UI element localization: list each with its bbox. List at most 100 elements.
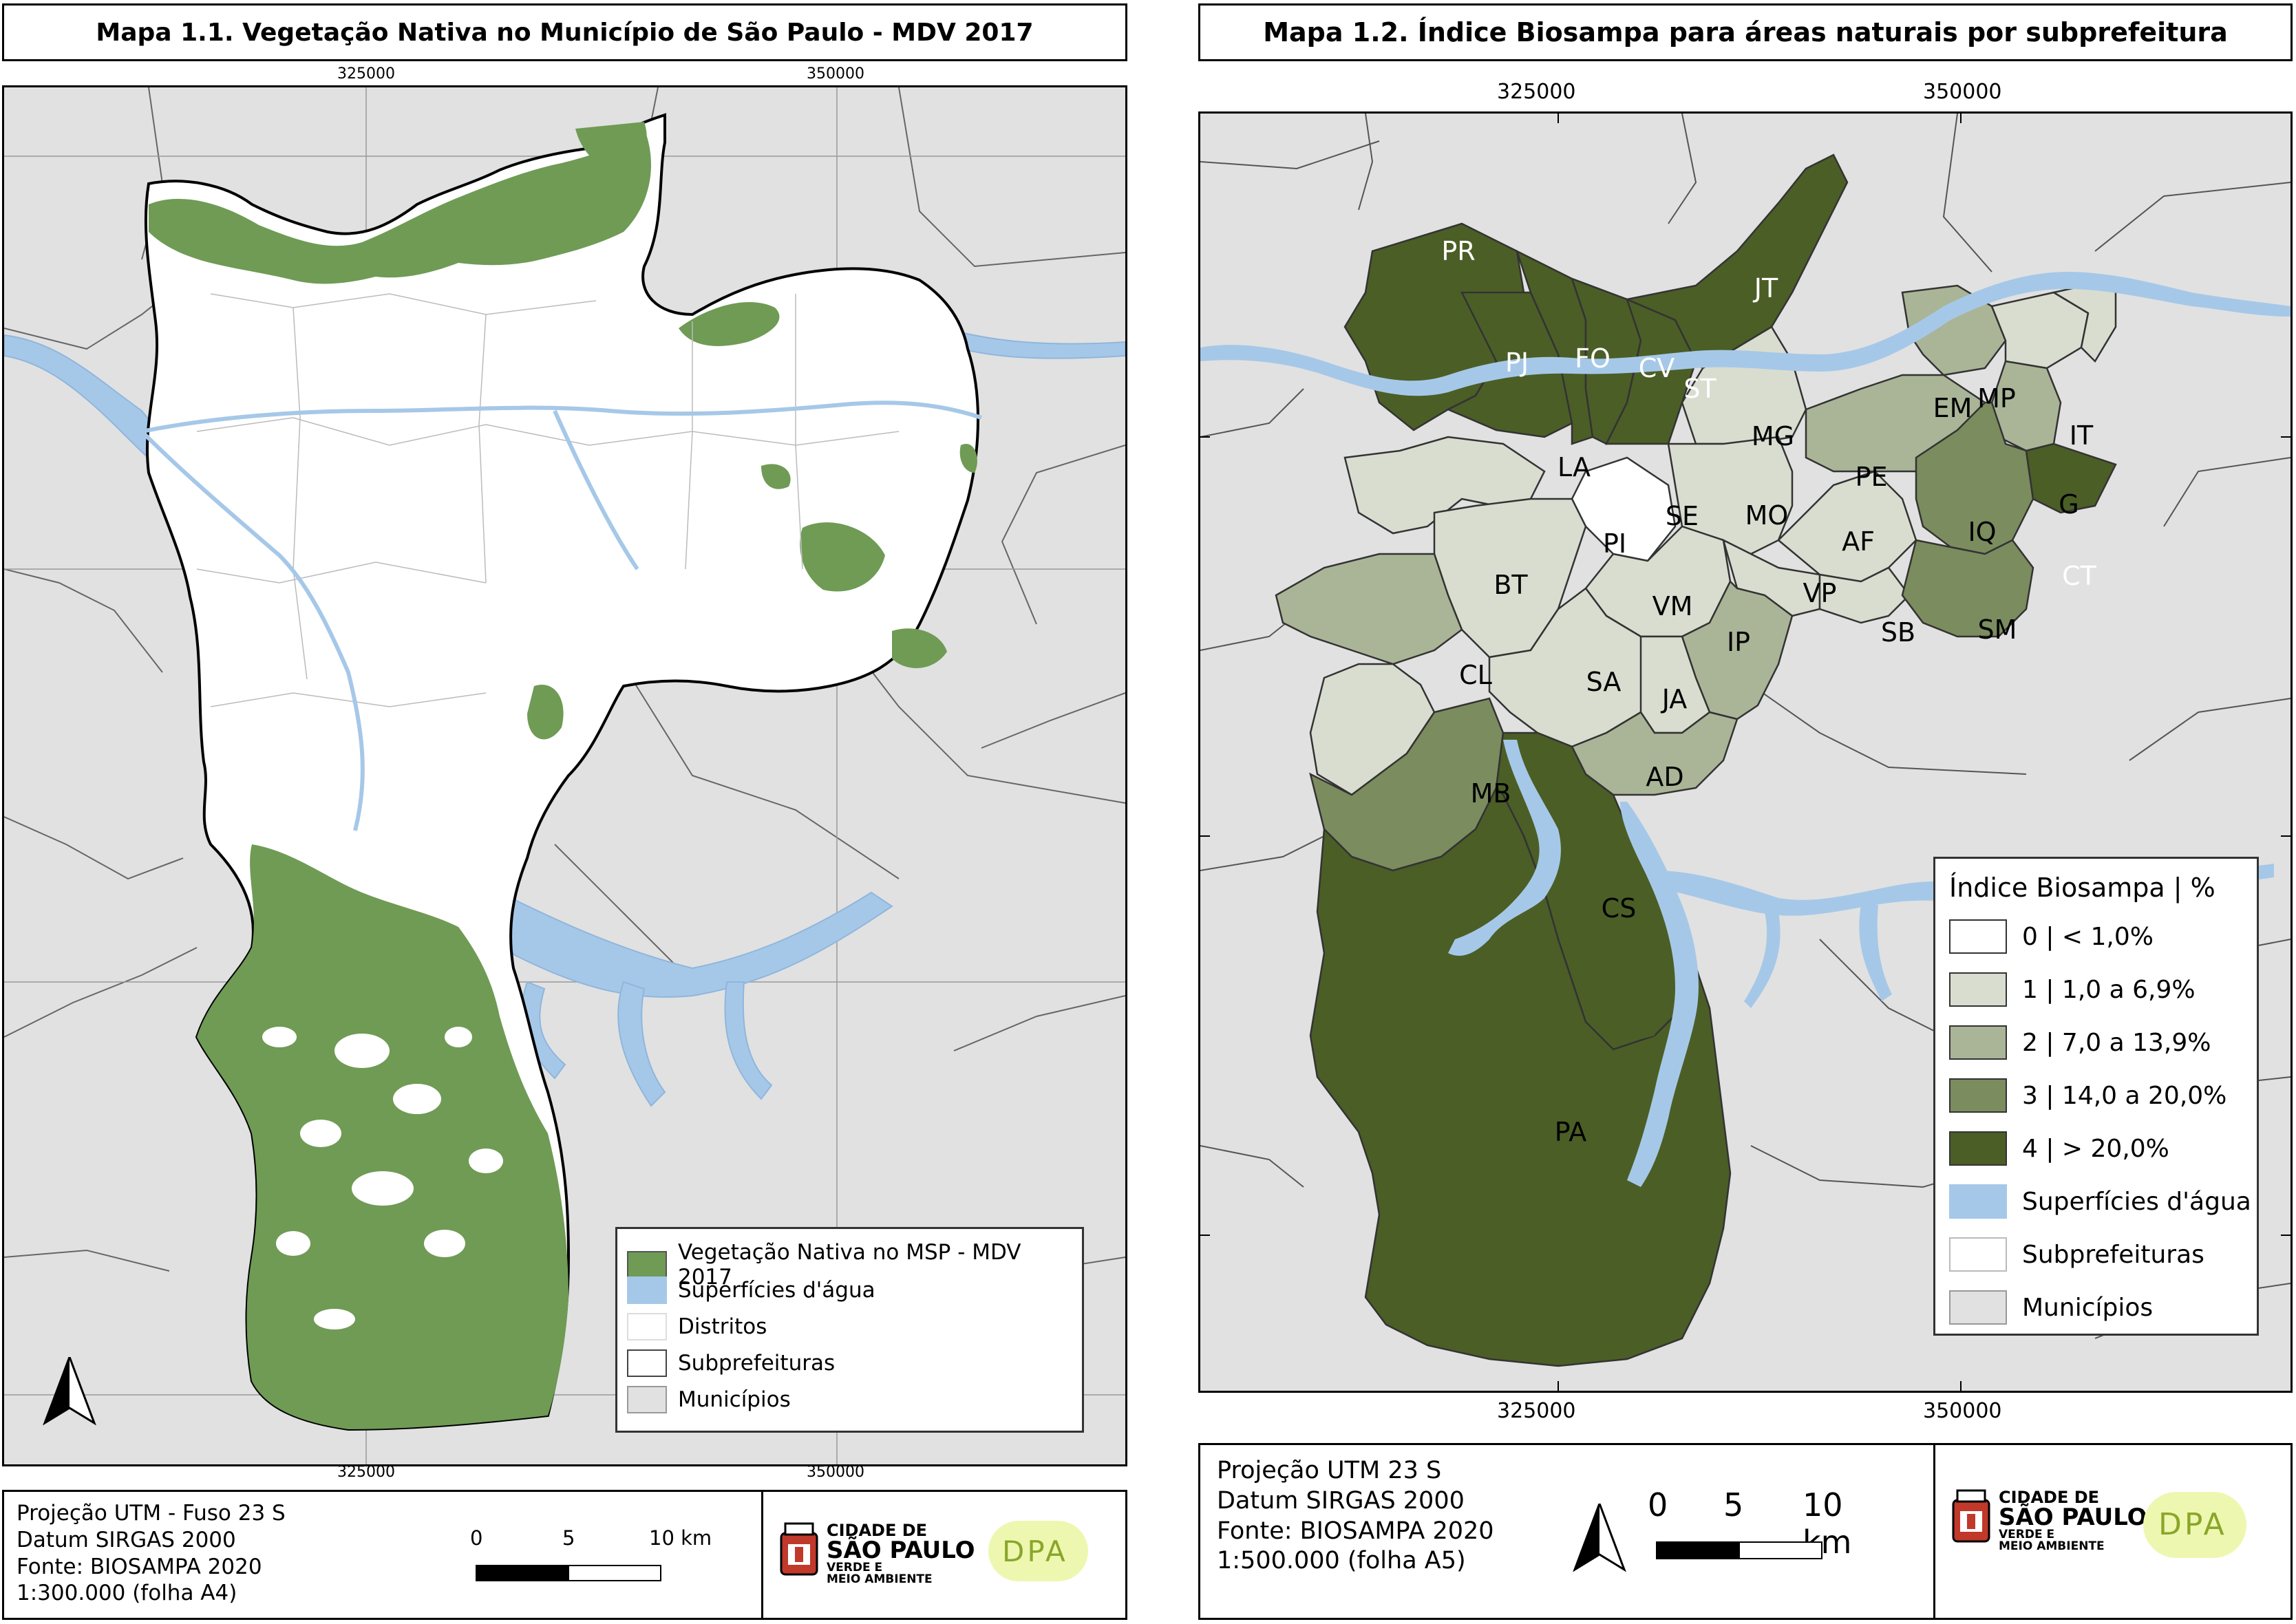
right-logo-line3: VERDE E [1999,1528,2055,1541]
right-subprefeituras-swatch [1949,1237,2007,1272]
sub-label-pe: PE [1855,462,1888,492]
left-scale-5: 5 [562,1526,575,1550]
left-legend-item-districts: Distritos [627,1313,767,1340]
left-logo-line1: CIDADE DE [827,1521,928,1540]
sub-label-cs: CS [1601,893,1637,923]
right-legend-item-municipios: Municípios [1949,1290,2153,1325]
right-logo-line4: MEIO AMBIENTE [1999,1539,2105,1553]
subprefeituras-swatch [627,1349,667,1377]
left-scale-bar: 0 5 10 km [462,1526,723,1581]
sub-label-ct: CT [2062,561,2096,591]
left-sp-logo: CIDADE DE SÃO PAULO VERDE E MEIO AMBIENT… [778,1513,985,1602]
right-legend-label-class2: 2 | 7,0 a 13,9% [2022,1028,2211,1057]
right-legend-item-subprefeituras: Subprefeituras [1949,1237,2204,1272]
sub-label-cl: CL [1459,660,1492,690]
left-projection-info: Projeção UTM - Fuso 23 S Datum SIRGAS 20… [17,1500,286,1607]
right-sp-logo-text: CIDADE DE SÃO PAULO VERDE E MEIO AMBIENT… [1999,1489,2147,1552]
left-map-graphic [4,87,1125,1464]
left-dpa-text: DPA [1002,1535,1068,1568]
left-logo-line4: MEIO AMBIENTE [827,1572,933,1586]
class2-swatch [1949,1025,2007,1060]
class0-swatch [1949,919,2007,954]
right-coord-top-2: 350000 [1923,80,2002,104]
right-legend-title: Índice Biosampa | % [1949,873,2215,903]
sub-label-st: ST [1683,374,1716,404]
left-coord-top-1: 325000 [337,65,395,83]
right-legend-item-class0: 0 | < 1,0% [1949,919,2154,954]
right-legend-label-class3: 3 | 14,0 a 20,0% [2022,1081,2227,1110]
left-legend-item-subprefeituras: Subprefeituras [627,1349,835,1377]
sub-label-sm: SM [1977,615,2017,645]
left-legend-label-vegetation: Vegetação Nativa no MSP - MDV 2017 [677,1240,1021,1290]
vegetation-swatch [627,1251,667,1279]
right-legend-item-class2: 2 | 7,0 a 13,9% [1949,1025,2211,1060]
left-legend-item-vegetation: Vegetação Nativa no MSP - MDV 2017 [627,1240,1082,1290]
right-legend-label-water: Superfícies d'água [2022,1187,2251,1216]
left-coord-top-2: 350000 [807,65,864,83]
right-legend: Índice Biosampa | % 0 | < 1,0% 1 | 1,0 a… [1933,857,2259,1336]
left-scale-10: 10 km [649,1526,712,1550]
sub-label-iq: IQ [1968,517,1997,547]
left-legend-label-subprefeituras: Subprefeituras [678,1351,836,1376]
left-scale-black [476,1565,569,1581]
left-map: Vegetação Nativa no MSP - MDV 2017 Super… [2,85,1127,1466]
right-coord-bottom-2: 350000 [1923,1399,2002,1423]
right-legend-label-class4: 4 | > 20,0% [2022,1134,2169,1163]
left-logo-line3: VERDE E [827,1561,883,1574]
right-legend-label-class1: 1 | 1,0 a 6,9% [2022,975,2196,1004]
left-map-title: Mapa 1.1. Vegetação Nativa no Município … [2,3,1127,61]
right-coord-top-1: 325000 [1497,80,1576,104]
right-water-swatch [1949,1184,2007,1219]
right-logo-line2: SÃO PAULO [1999,1504,2147,1531]
sub-label-pa: PA [1554,1117,1587,1147]
left-coord-bottom-2: 350000 [807,1464,864,1481]
left-legend: Vegetação Nativa no MSP - MDV 2017 Super… [615,1227,1084,1433]
left-logo-divider [761,1492,763,1618]
right-legend-item-class3: 3 | 14,0 a 20,0% [1949,1078,2226,1113]
right-info-box: Projeção UTM 23 S Datum SIRGAS 2000 Font… [1198,1443,2293,1620]
right-coord-bottom-1: 325000 [1497,1399,1576,1423]
left-info-line-3: Fonte: BIOSAMPA 2020 [17,1554,262,1579]
sub-label-ip: IP [1726,627,1751,657]
left-legend-item-water: Superfícies d'água [627,1276,875,1304]
right-scale-white [1739,1541,1822,1559]
sub-label-sb: SB [1880,617,1916,648]
right-info-line-1: Projeção UTM 23 S [1217,1457,1442,1484]
sub-label-mb: MB [1470,778,1511,809]
sub-label-sa: SA [1586,667,1622,697]
sub-label-pj: PJ [1505,348,1529,378]
sub-label-vm: VM [1652,591,1693,621]
left-legend-item-municipios: Municípios [627,1386,791,1413]
sub-label-fo: FO [1575,343,1611,374]
right-scale-bar: 0 5 10 km [1648,1486,1882,1569]
right-legend-label-class0: 0 | < 1,0% [2022,922,2154,951]
sub-label-it: IT [2069,420,2094,451]
sub-label-jt: JT [1754,273,1778,303]
class3-swatch [1949,1078,2007,1113]
left-legend-label-districts: Distritos [678,1314,767,1339]
left-coord-bottom-1: 325000 [337,1464,395,1481]
class4-swatch [1949,1131,2007,1166]
left-info-box: Projeção UTM - Fuso 23 S Datum SIRGAS 20… [2,1490,1127,1620]
left-map-title-text: Mapa 1.1. Vegetação Nativa no Município … [96,18,1034,47]
right-projection-info: Projeção UTM 23 S Datum SIRGAS 2000 Font… [1217,1456,1494,1577]
right-scale-0: 0 [1648,1486,1668,1524]
sub-label-g: G [2059,489,2079,520]
sub-label-mp: MP [1977,383,2016,414]
right-legend-label-subprefeituras: Subprefeituras [2022,1240,2204,1269]
districts-swatch [627,1313,667,1340]
left-legend-label-water: Superfícies d'água [678,1278,875,1303]
sub-label-pi: PI [1602,528,1627,559]
right-logo-line1: CIDADE DE [1999,1488,2100,1507]
left-info-line-1: Projeção UTM - Fuso 23 S [17,1501,286,1526]
left-north-arrow-icon [43,1357,96,1426]
right-municipios-swatch [1949,1290,2007,1325]
left-scale-white [568,1565,661,1581]
sub-label-la: LA [1557,452,1591,482]
right-scale-5: 5 [1723,1486,1744,1524]
sub-label-se: SE [1665,501,1699,531]
sub-label-pr: PR [1441,236,1476,266]
right-map-title: Mapa 1.2. Índice Biosampa para áreas nat… [1198,3,2293,61]
right-info-line-3: Fonte: BIOSAMPA 2020 [1217,1517,1494,1545]
right-legend-item-class4: 4 | > 20,0% [1949,1131,2169,1166]
